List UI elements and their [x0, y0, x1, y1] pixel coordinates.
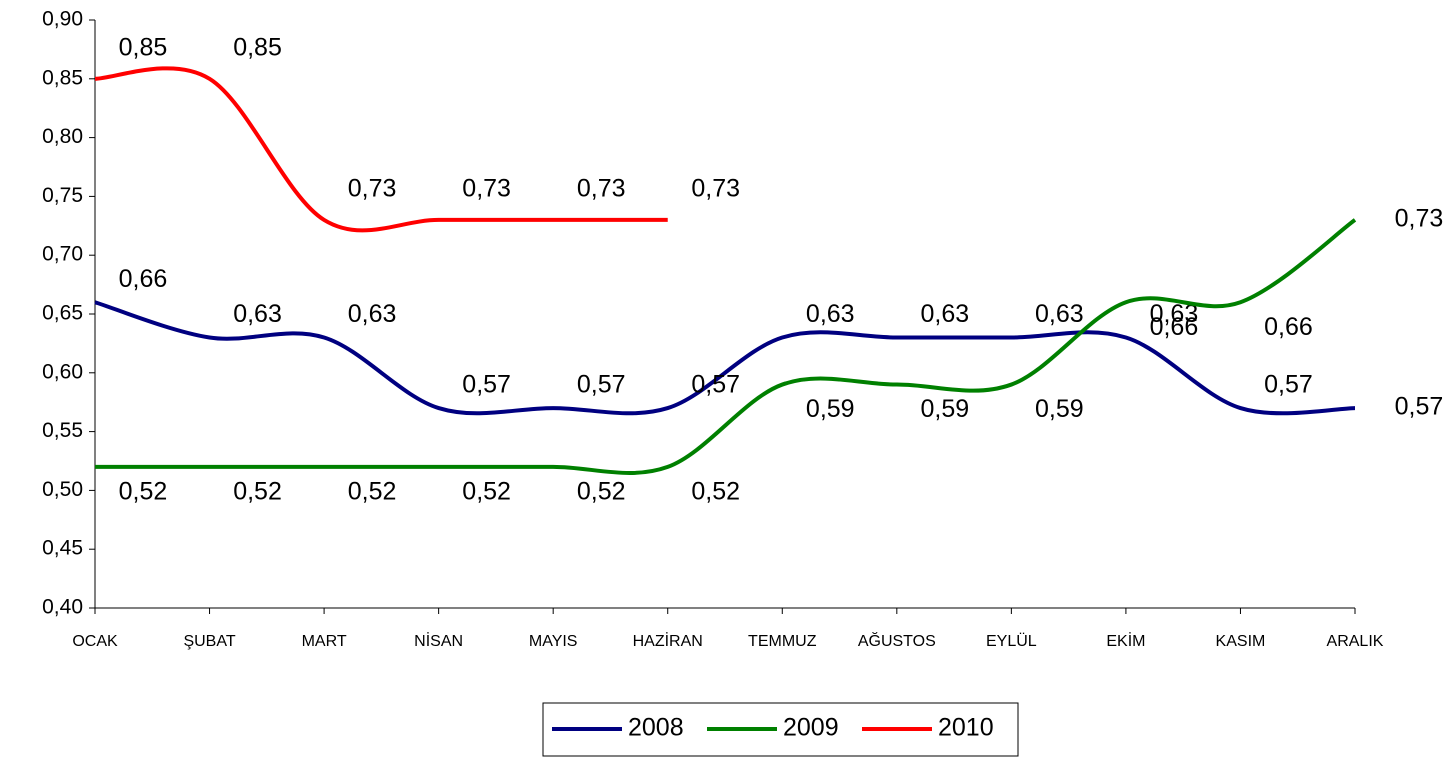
y-tick-label: 0,85 — [42, 66, 83, 89]
data-label: 0,73 — [691, 175, 740, 203]
y-tick-label: 0,65 — [42, 302, 83, 325]
x-tick-label: MART — [302, 633, 347, 650]
data-label: 0,63 — [806, 300, 855, 328]
data-label: 0,57 — [1395, 393, 1443, 421]
y-tick-label: 0,40 — [42, 596, 83, 619]
data-label: 0,52 — [577, 477, 626, 505]
data-label: 0,52 — [233, 477, 282, 505]
series-line — [94, 300, 1356, 416]
x-tick-label: EYLÜL — [986, 632, 1037, 650]
data-label: 0,63 — [920, 300, 969, 328]
data-label: 0,52 — [119, 477, 168, 505]
series-line — [94, 66, 668, 233]
data-label: 0,59 — [920, 395, 969, 423]
y-tick-label: 0,60 — [42, 360, 83, 383]
data-label: 0,59 — [1035, 395, 1084, 423]
x-tick-label: OCAK — [72, 633, 118, 650]
series-line — [94, 218, 1357, 475]
x-tick-label: MAYIS — [529, 633, 578, 650]
x-tick-label: AĞUSTOS — [858, 631, 936, 650]
y-tick-label: 0,70 — [42, 243, 83, 266]
data-label: 0,52 — [462, 477, 511, 505]
data-label: 0,66 — [1264, 313, 1313, 341]
data-label: 0,57 — [691, 371, 740, 399]
data-label: 0,73 — [1395, 205, 1443, 233]
x-tick-label: EKİM — [1106, 631, 1145, 650]
x-tick-label: ŞUBAT — [183, 633, 235, 650]
data-label: 0,52 — [691, 477, 740, 505]
data-label: 0,85 — [119, 33, 168, 61]
legend-box — [542, 702, 1019, 757]
data-label: 0,85 — [233, 33, 282, 61]
x-tick-label: NİSAN — [414, 631, 463, 650]
data-label: 0,73 — [348, 175, 397, 203]
data-label: 0,52 — [348, 477, 397, 505]
legend-label: 2010 — [938, 714, 994, 742]
y-tick-label: 0,45 — [42, 537, 83, 560]
data-label: 0,59 — [806, 395, 855, 423]
data-label: 0,63 — [348, 300, 397, 328]
x-tick-label: ARALIK — [1327, 633, 1384, 650]
data-label: 0,57 — [462, 371, 511, 399]
legend-label: 2008 — [628, 714, 684, 742]
data-label: 0,63 — [233, 300, 282, 328]
data-label: 0,73 — [462, 175, 511, 203]
x-tick-label: KASIM — [1216, 633, 1266, 650]
y-tick-label: 0,50 — [42, 478, 83, 501]
data-label: 0,63 — [1035, 300, 1084, 328]
data-label: 0,66 — [119, 265, 168, 293]
x-tick-label: TEMMUZ — [748, 633, 817, 650]
y-tick-label: 0,55 — [42, 419, 83, 442]
data-label: 0,57 — [1264, 371, 1313, 399]
legend-label: 2009 — [783, 714, 839, 742]
x-tick-label: HAZİRAN — [633, 631, 703, 650]
data-label: 0,73 — [577, 175, 626, 203]
y-tick-label: 0,75 — [42, 184, 83, 207]
data-label: 0,57 — [577, 371, 626, 399]
y-tick-label: 0,90 — [42, 8, 83, 31]
data-label: 0,66 — [1150, 313, 1199, 341]
y-tick-label: 0,80 — [42, 125, 83, 148]
